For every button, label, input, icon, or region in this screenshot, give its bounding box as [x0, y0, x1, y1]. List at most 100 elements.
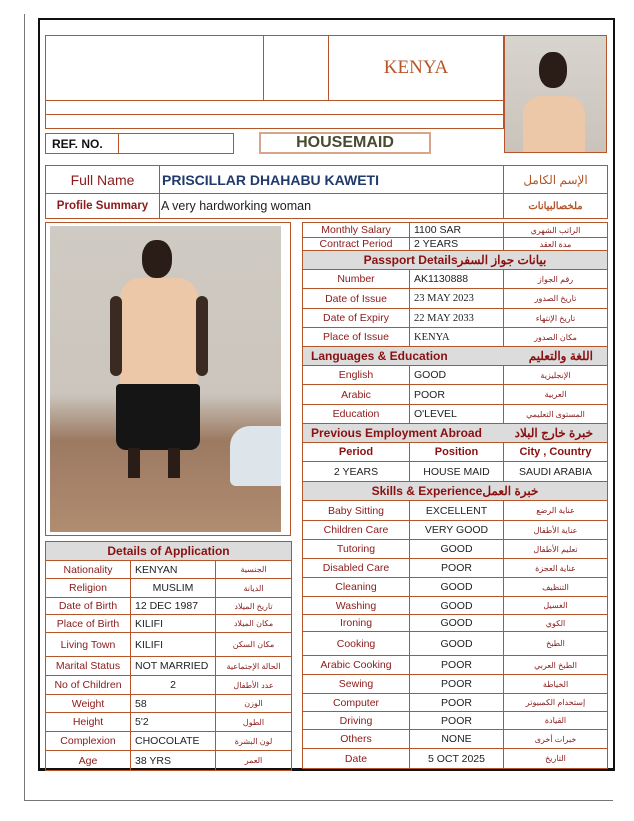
row-arabic: Arabic POOR العربية	[302, 384, 608, 405]
details-row-nationality: Nationality KENYAN الجنسية	[45, 560, 293, 579]
field-label-ar: مكان الميلاد	[214, 614, 293, 633]
field-label-ar: إستخدام الكمبيوتر	[503, 693, 608, 712]
field-label: Sewing	[302, 674, 410, 694]
field-value: POOR	[409, 384, 504, 405]
row-number: Number AK1130888 رقم الجواز	[302, 269, 608, 289]
header-row-3	[45, 114, 504, 129]
field-label: Driving	[302, 711, 410, 730]
row-english: English GOOD الإنجليزية	[302, 365, 608, 385]
field-label: Arabic Cooking	[302, 655, 410, 675]
full-name-value: PRISCILLAR DHAHABU KAWETI	[159, 165, 504, 194]
field-label: Age	[45, 750, 131, 771]
details-row-marital-status: Marital Status NOT MARRIED الحالة الإجتماع…	[45, 656, 293, 676]
row-tutoring: Tutoring GOOD تعليم الأطفال	[302, 539, 608, 559]
field-value: GOOD	[409, 365, 504, 385]
field-label: Tutoring	[302, 539, 410, 559]
field-label-ar: القيادة	[503, 711, 608, 730]
info-table: Monthly Salary 1100 SAR الراتب الشهري Contr…	[302, 222, 608, 769]
field-label-ar: عناية الأطفال	[503, 520, 608, 540]
column-header: City , Country	[503, 442, 608, 462]
field-label-ar: تاريخ الميلاد	[214, 597, 293, 615]
field-label: English	[302, 365, 410, 385]
field-value: GOOD	[409, 539, 504, 559]
field-value: AK1130888	[409, 269, 504, 289]
field-value: KILIFI	[130, 614, 216, 633]
field-label: Living Town	[45, 632, 131, 657]
field-label: Weight	[45, 694, 131, 713]
row-arabic-cooking: Arabic Cooking POOR الطبخ العربي	[302, 655, 608, 675]
row-place-of-issue: Place of Issue KENYA مكان الصدور	[302, 327, 608, 347]
field-value: GOOD	[409, 596, 504, 615]
field-label-ar: الطول	[214, 712, 293, 732]
section-title-ar: اللغة والتعليم	[528, 349, 593, 363]
field-label: Computer	[302, 693, 410, 712]
field-value: NOT MARRIED	[130, 656, 216, 676]
field-label-ar: الخياطة	[503, 674, 608, 694]
field-value: 22 MAY 2033	[409, 308, 504, 328]
field-label-ar: التنظيف	[503, 577, 608, 597]
field-label: Place of Birth	[45, 614, 131, 633]
row-children-care: Children Care VERY GOOD عناية الأطفال	[302, 520, 608, 540]
section-title: Previous Employment Abroad	[311, 426, 482, 440]
row-driving: Driving POOR القيادة	[302, 711, 608, 730]
field-value: 1100 SAR	[409, 222, 504, 238]
field-label: Children Care	[302, 520, 410, 540]
header-logo-cell	[45, 35, 264, 101]
details-row-no-of-children: No of Children 2 عدد الأطفال	[45, 675, 293, 695]
field-label: Date	[302, 748, 410, 769]
header-row-2	[45, 100, 504, 115]
field-value: MUSLIM	[130, 578, 216, 598]
details-row-religion: Religion MUSLIM الديانة	[45, 578, 293, 598]
field-label-ar: عدد الأطفال	[214, 675, 293, 695]
field-label-ar: الحالة الإجتماعية	[214, 656, 293, 676]
employment-cell: SAUDI ARABIA	[503, 461, 608, 482]
field-value: POOR	[409, 693, 504, 712]
field-value: KENYAN	[130, 560, 216, 579]
languages-section: Languages & Education اللغة والتعليم	[302, 346, 608, 366]
field-value: CHOCOLATE	[130, 731, 216, 751]
field-label-ar: رقم الجواز	[503, 269, 608, 289]
field-value: NONE	[409, 729, 504, 749]
field-label: Marital Status	[45, 656, 131, 676]
row-cooking: Cooking GOOD الطبخ	[302, 631, 608, 656]
field-label-ar: العربية	[503, 384, 608, 405]
field-value: POOR	[409, 711, 504, 730]
row-education: Education O'LEVEL المستوى التعليمي	[302, 404, 608, 424]
row-ironing: Ironing GOOD الكوي	[302, 614, 608, 632]
field-label-ar: التاريخ	[503, 748, 608, 769]
profile-summary-ar: ملخصالبيانات	[503, 193, 608, 219]
field-label-ar: الغسيل	[503, 596, 608, 615]
details-row-living-town: Living Town KILIFI مكان السكن	[45, 632, 293, 657]
row-sewing: Sewing POOR الخياطة	[302, 674, 608, 694]
section-title: Languages & Education	[311, 349, 448, 363]
field-label: No of Children	[45, 675, 131, 695]
section-title-ar: خبرة خارج البلاد	[514, 426, 593, 440]
column-header: Position	[409, 442, 504, 462]
field-value: 58	[130, 694, 216, 713]
field-value: GOOD	[409, 614, 504, 632]
field-label: Date of Issue	[302, 288, 410, 309]
field-label: Date of Birth	[45, 597, 131, 615]
field-label-ar: تاريخ الصدور	[503, 288, 608, 309]
full-name-ar: الإسم الكامل	[503, 165, 608, 194]
profile-summary-label: Profile Summary	[45, 193, 160, 219]
ref-no-label: REF. NO.	[45, 133, 119, 154]
field-label: Contract Period	[302, 237, 410, 251]
details-row-height: Height 5'2 الطول	[45, 712, 293, 732]
field-value: 5'2	[130, 712, 216, 732]
field-value: EXCELLENT	[409, 500, 504, 521]
row-monthly-salary: Monthly Salary 1100 SAR الراتب الشهري	[302, 222, 608, 238]
field-label: Place of Issue	[302, 327, 410, 347]
employment-columns: Period Position City , Country	[302, 442, 608, 462]
row-cleaning: Cleaning GOOD التنظيف	[302, 577, 608, 597]
field-value: GOOD	[409, 577, 504, 597]
details-row-weight: Weight 58 الوزن	[45, 694, 293, 713]
passport-section: Passport Detailsبيانات جواز السفر	[302, 250, 608, 270]
field-value: 23 MAY 2023	[409, 288, 504, 309]
details-title: Details of Application	[44, 541, 293, 561]
field-value: 2 YEARS	[409, 237, 504, 251]
field-label-ar: الديانة	[214, 578, 293, 598]
employment-section-title: Previous Employment Abroad خبرة خارج البل…	[302, 423, 608, 443]
passport-section-title: Passport Detailsبيانات جواز السفر	[302, 250, 608, 270]
field-value: POOR	[409, 655, 504, 675]
